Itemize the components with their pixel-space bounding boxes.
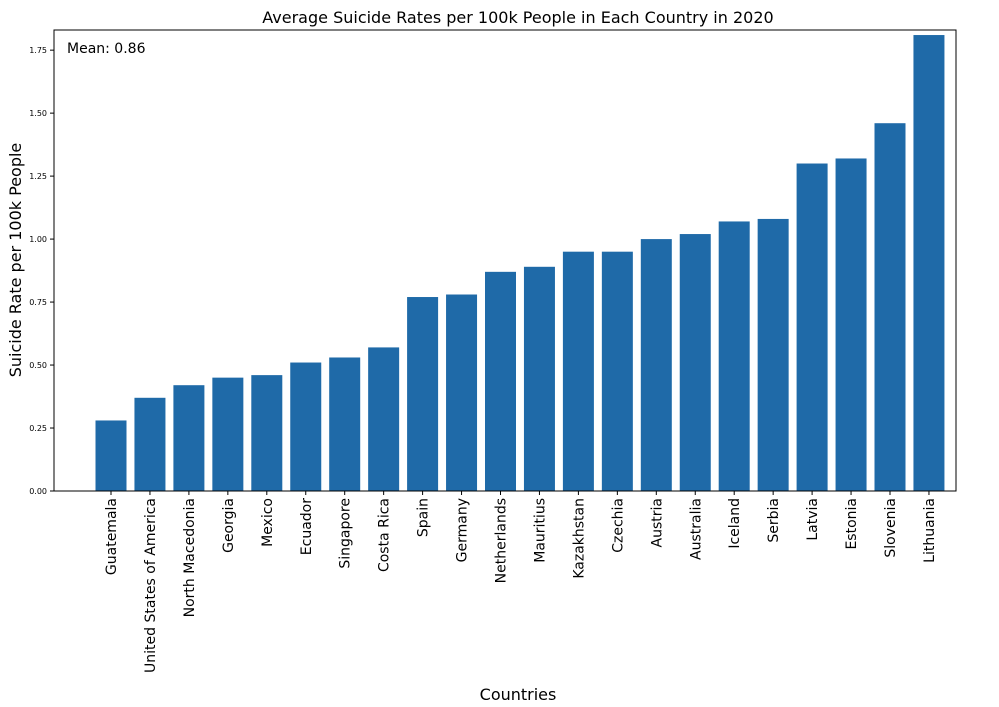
- x-tick-label: United States of America: [143, 498, 159, 673]
- bar-north-macedonia: [173, 385, 205, 491]
- bar-singapore: [329, 357, 361, 491]
- bar-lithuania: [913, 35, 945, 492]
- bar-kazakhstan: [562, 251, 594, 491]
- x-tick-label: Australia: [688, 498, 704, 560]
- plot-frame: [53, 29, 957, 492]
- bar-estonia: [835, 158, 867, 491]
- y-tick-label: 1.25: [29, 172, 47, 181]
- x-axis-ticks: Guatemala United States of America North M…: [104, 491, 938, 673]
- bar-mexico: [251, 375, 283, 491]
- x-tick-label: Serbia: [766, 498, 782, 543]
- bar-australia: [679, 234, 711, 491]
- x-tick-label: Ecuador: [299, 498, 315, 555]
- bar-costa-rica: [368, 347, 400, 491]
- bar-germany: [446, 294, 478, 491]
- bar-czechia: [601, 251, 633, 491]
- x-tick-label: Latvia: [805, 498, 821, 541]
- bar-iceland: [718, 221, 750, 491]
- x-tick-label: Austria: [649, 498, 665, 547]
- bars: [95, 35, 945, 492]
- y-tick-label: 1.75: [29, 46, 47, 55]
- bar-slovenia: [874, 123, 906, 492]
- y-axis-label: Suicide Rate per 100k People: [6, 143, 25, 378]
- bar-ecuador: [290, 362, 322, 491]
- y-tick-label: 0.00: [29, 487, 47, 496]
- x-tick-label: Mauritius: [532, 498, 548, 563]
- x-tick-label: Kazakhstan: [571, 498, 587, 579]
- bar-georgia: [212, 377, 244, 491]
- x-tick-label: Lithuania: [922, 498, 938, 563]
- x-tick-label: Singapore: [338, 498, 354, 569]
- x-axis-label: Countries: [480, 685, 557, 704]
- x-tick-label: Spain: [416, 498, 432, 537]
- bar-serbia: [757, 218, 789, 491]
- x-tick-label: Netherlands: [494, 498, 510, 583]
- y-tick-label: 1.00: [29, 235, 47, 244]
- bar-mauritius: [523, 266, 555, 491]
- x-tick-label: Mexico: [260, 498, 276, 547]
- bar-united-states-of-america: [134, 397, 166, 491]
- y-tick-label: 0.75: [29, 298, 47, 307]
- x-tick-label: Guatemala: [104, 498, 120, 575]
- x-tick-label: Germany: [455, 498, 471, 562]
- y-tick-label: 0.25: [29, 424, 47, 433]
- bar-latvia: [796, 163, 828, 491]
- bar-spain: [407, 297, 439, 491]
- x-tick-label: Czechia: [610, 498, 626, 553]
- bar-netherlands: [485, 271, 516, 491]
- x-tick-label: Slovenia: [883, 498, 899, 558]
- y-tick-label: 0.50: [29, 361, 47, 370]
- bar-guatemala: [95, 420, 127, 491]
- x-tick-label: Iceland: [727, 498, 743, 549]
- mean-annotation: Mean: 0.86: [67, 41, 146, 57]
- y-axis-ticks: 0.00 0.25 0.50 0.75 1.00 1.25 1.50 1.75: [29, 46, 54, 496]
- x-tick-label: Georgia: [221, 498, 237, 553]
- x-tick-label: Estonia: [844, 498, 860, 550]
- bar-austria: [640, 239, 672, 491]
- y-tick-label: 1.50: [29, 109, 47, 118]
- x-tick-label: Costa Rica: [377, 498, 393, 572]
- chart-title: Average Suicide Rates per 100k People in…: [262, 8, 773, 27]
- x-tick-label: North Macedonia: [182, 498, 198, 617]
